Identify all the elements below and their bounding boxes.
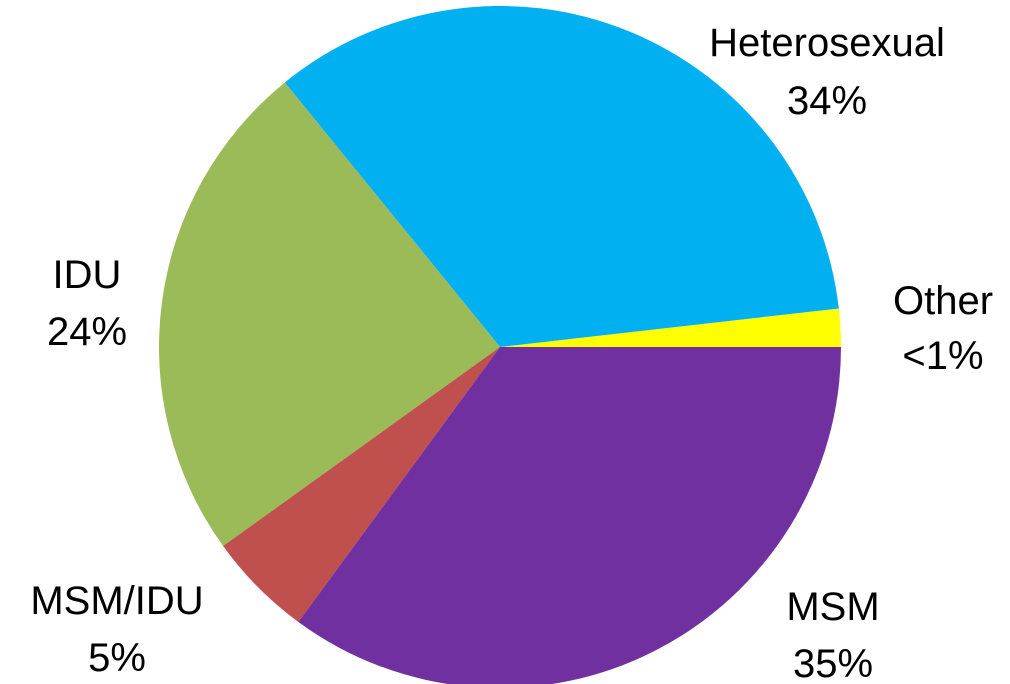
- label-msm-name: MSM: [786, 585, 879, 629]
- label-idu-name: IDU: [53, 253, 122, 297]
- pie-slice-heterosexual: [284, 5, 839, 347]
- pie-slice-msm: [298, 347, 841, 684]
- label-other-value: <1%: [902, 334, 983, 378]
- label-other-name: Other: [893, 279, 993, 323]
- pie-slice-idu: [158, 82, 500, 547]
- label-msm-value: 35%: [793, 642, 873, 684]
- pie-slice-msm-idu: [223, 347, 500, 622]
- label-idu-value: 24%: [47, 310, 127, 354]
- label-heterosexual-value: 34%: [787, 79, 867, 123]
- label-msm-idu-name: MSM/IDU: [30, 579, 203, 623]
- label-msm-idu-value: 5%: [88, 636, 146, 680]
- pie-slice-other: [500, 308, 841, 347]
- label-heterosexual-name: Heterosexual: [709, 21, 945, 65]
- pie-slices: [158, 5, 841, 684]
